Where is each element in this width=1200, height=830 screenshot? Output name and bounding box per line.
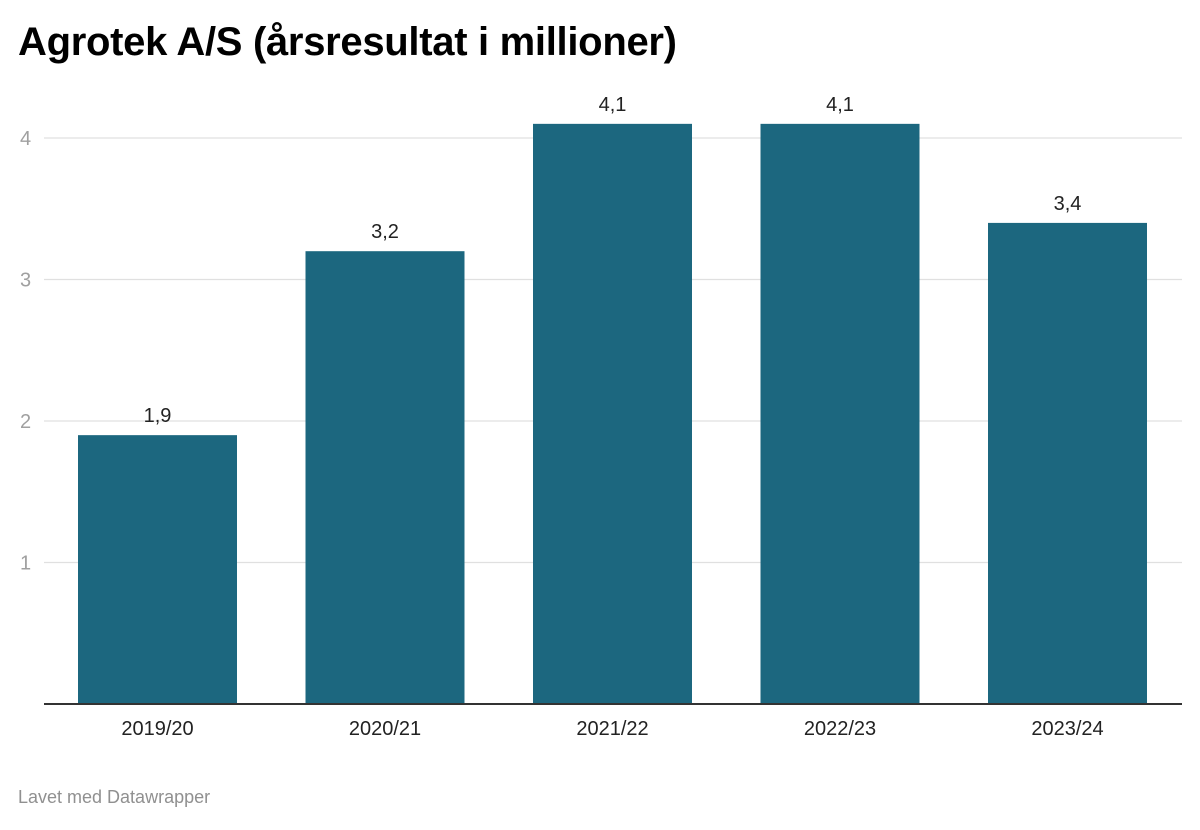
value-label: 4,1 xyxy=(826,94,854,116)
bar-2022/23 xyxy=(760,123,920,705)
x-category-label: 2019/20 xyxy=(121,718,193,740)
chart-title: Agrotek A/S (årsresultat i millioner) xyxy=(18,20,677,64)
value-label: 3,2 xyxy=(371,221,399,243)
y-tick-label: 1 xyxy=(20,553,31,575)
value-label: 1,9 xyxy=(144,405,172,427)
x-category-label: 2020/21 xyxy=(349,718,421,740)
bar-2020/21 xyxy=(305,251,465,704)
x-category-label: 2023/24 xyxy=(1031,718,1103,740)
y-tick-label: 2 xyxy=(20,411,31,433)
x-category-label: 2022/23 xyxy=(804,718,876,740)
bar-2023/24 xyxy=(988,222,1147,704)
value-label: 3,4 xyxy=(1054,193,1082,215)
bar-2019/20 xyxy=(78,435,237,704)
footer-credit: Lavet med Datawrapper xyxy=(18,787,211,807)
y-tick-label: 3 xyxy=(20,270,31,292)
value-label: 4,1 xyxy=(599,94,627,116)
labels: 1 2 3 4 1,9 2019/20 3,2 2020/21 4,1 2021/22 4,1 202… xyxy=(20,94,1182,740)
bars xyxy=(78,123,1147,705)
y-tick-label: 4 xyxy=(20,128,31,150)
bar-2021/22 xyxy=(533,123,692,705)
x-category-label: 2021/22 xyxy=(576,718,648,740)
